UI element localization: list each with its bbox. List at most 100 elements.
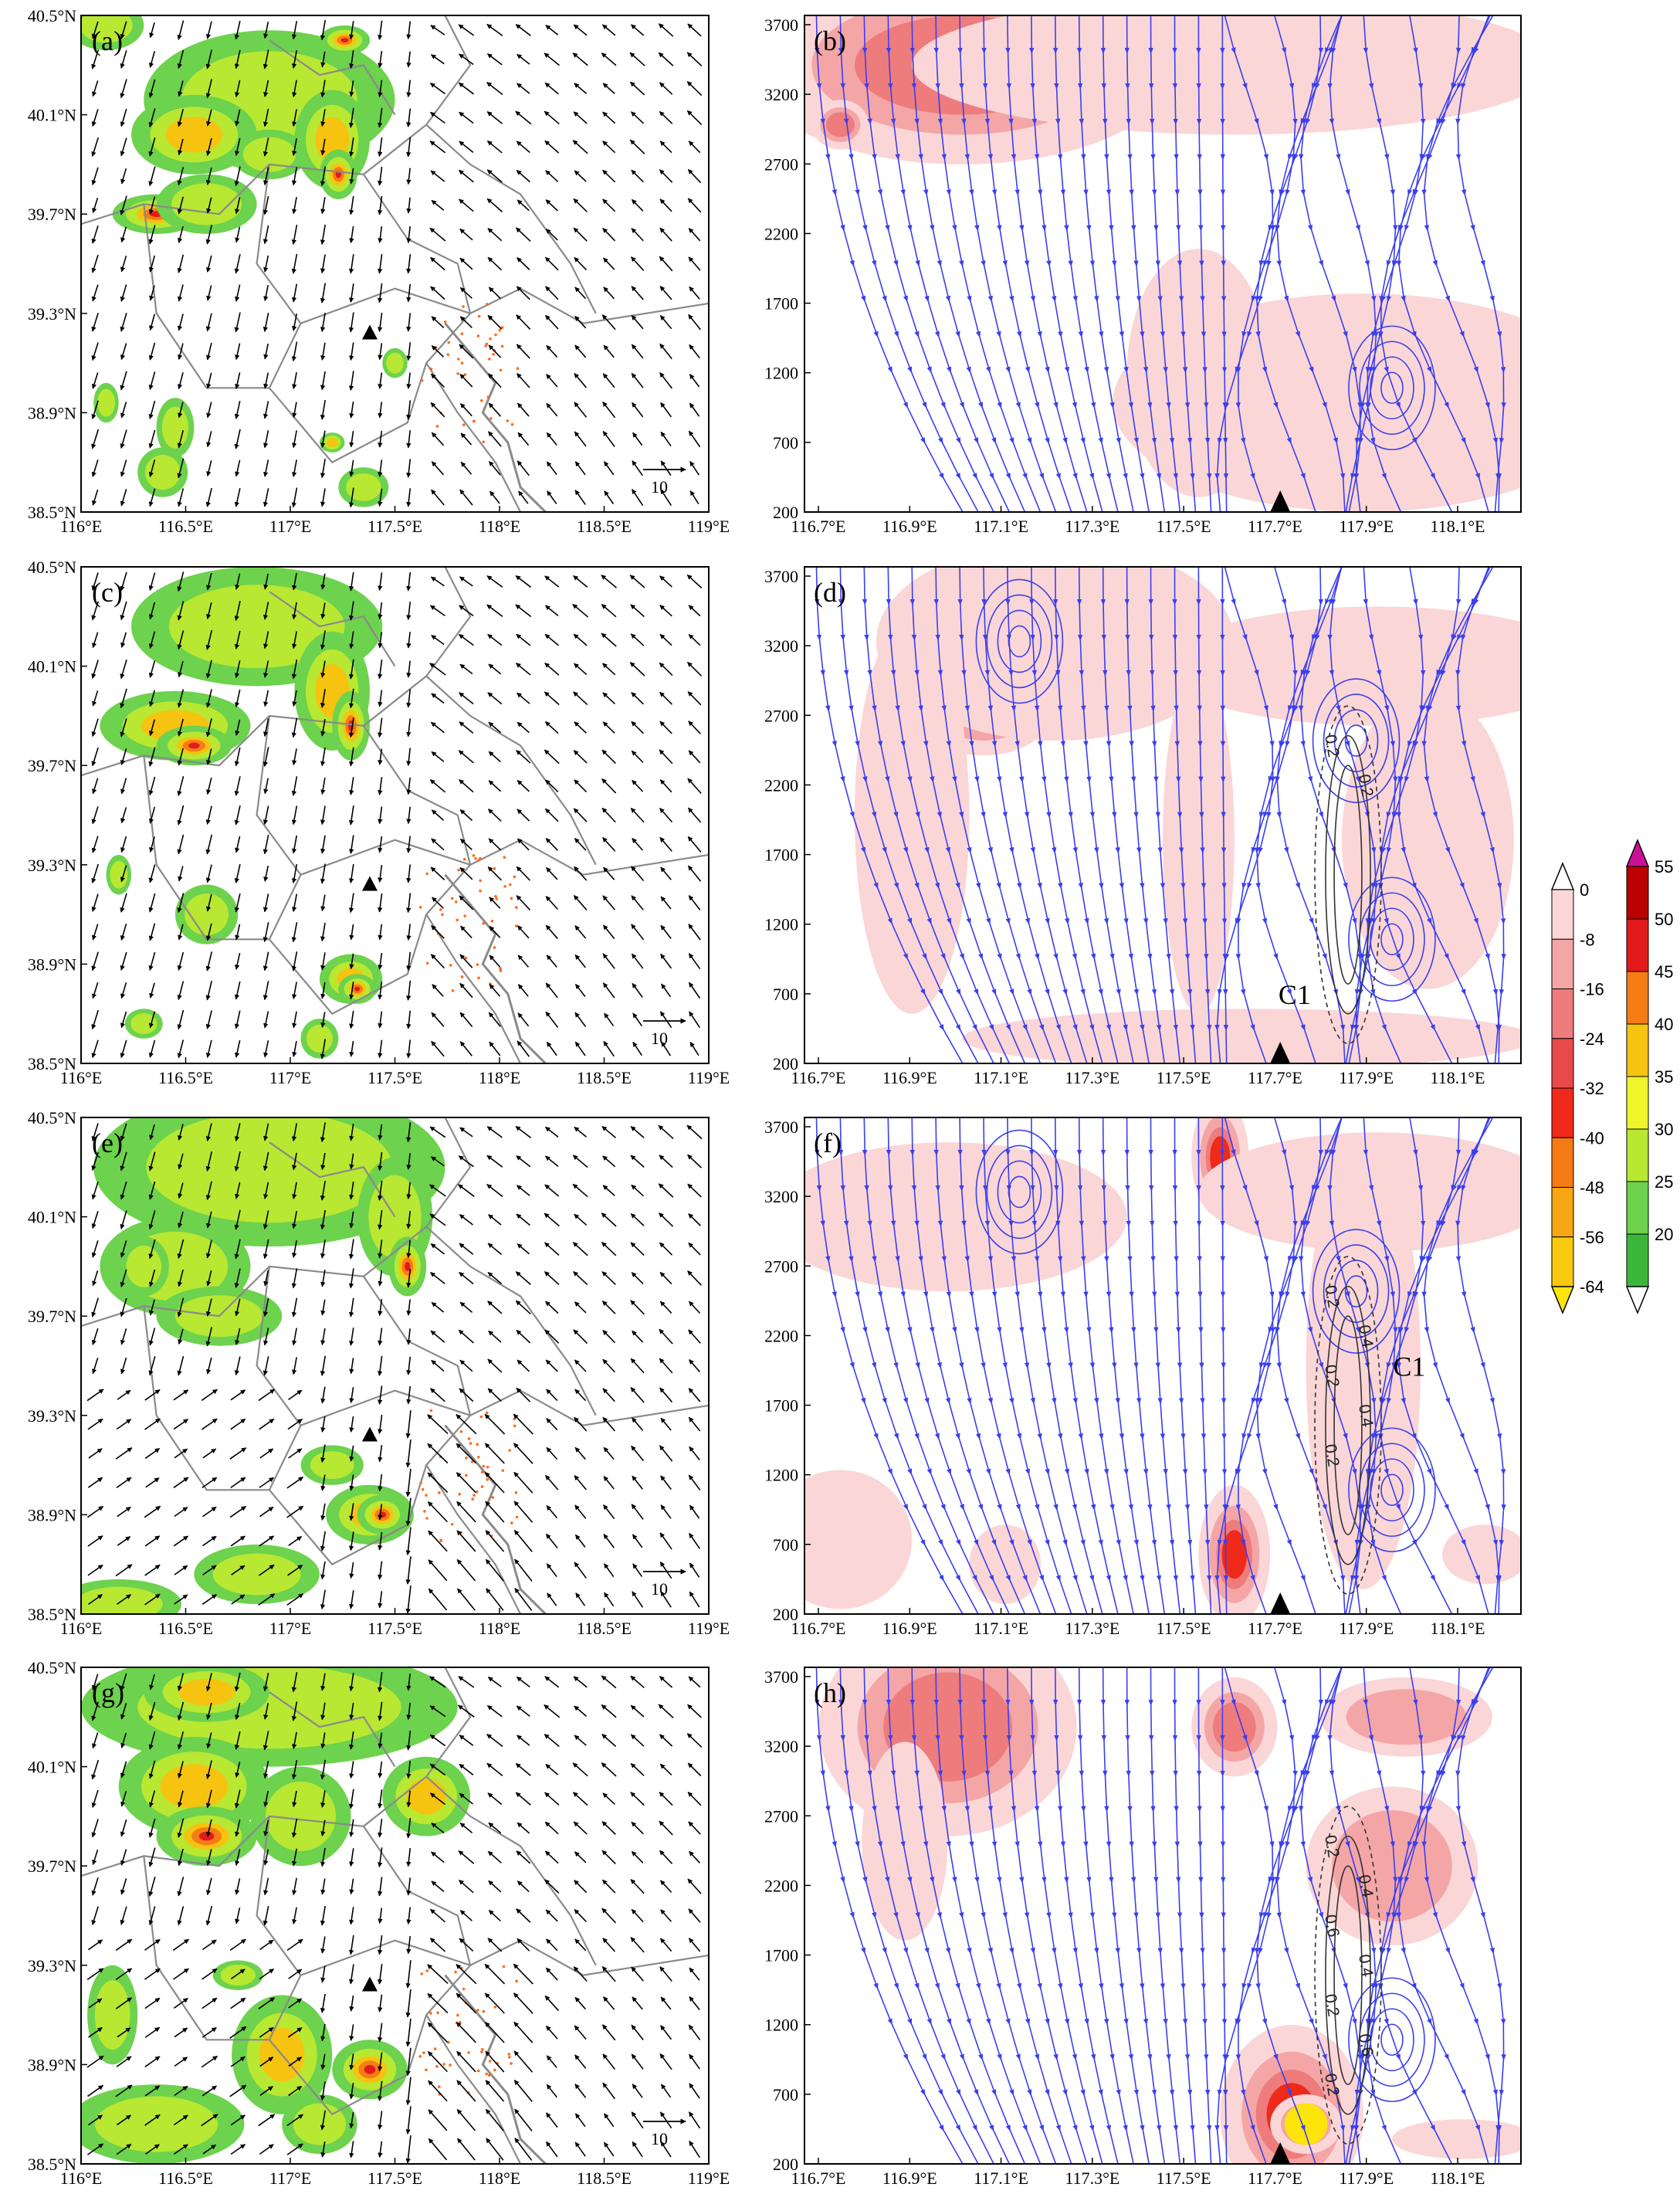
panel-label: (d) [814, 577, 846, 608]
station-marker-icon [361, 876, 378, 891]
boundary-line [269, 591, 396, 667]
y-tick-label: 39.3°N [28, 856, 76, 875]
x-tick-label: 119°E [688, 1619, 730, 1638]
x-tick-label: 117.5°E [368, 1619, 422, 1638]
boundary-line [81, 1667, 472, 1877]
x-tick-label: 117.3°E [1065, 2169, 1119, 2188]
colorbar-label: -24 [1580, 1029, 1604, 1049]
y-tick-label: 40.5°N [28, 6, 76, 25]
contour-label: 0.4 [1355, 1324, 1377, 1349]
map-panel: 10 (g) 40.5°N 40.1°N 39.7°N 39.3°N 38.9°N 38.5°… [28, 1658, 730, 2188]
velocity-shading [854, 616, 970, 1014]
y-tick-label: 1700 [764, 1396, 798, 1416]
x-tick-label: 117.1°E [974, 2169, 1028, 2188]
colorbars: 0 -8 -16 -24 -32 -40 -48 -56 -64 55 50 45 40 35 30 25 20 [1550, 839, 1673, 1314]
cross-section-panel: 0.2 0.4 0.6 0.4 0.2 0.6 0.2 (h) 3700 3200 2700 2200… [764, 1667, 1522, 2188]
colorbar-label: -40 [1580, 1128, 1604, 1148]
x-tick-label: 117°E [269, 2169, 311, 2188]
boundary-line [81, 15, 472, 226]
contour-label: 0.4 [1355, 1403, 1377, 1429]
y-tick-label: 39.3°N [28, 1406, 76, 1426]
y-tick-label: 3200 [764, 85, 798, 104]
contour-label: 0.2 [1321, 1284, 1343, 1309]
boundary-line [256, 715, 471, 1016]
panel-label: (g) [92, 1677, 124, 1708]
colorbar-label: -56 [1580, 1228, 1604, 1247]
velocity-shading [862, 1741, 948, 1941]
wind-vectors [91, 571, 703, 1060]
y-tick-label: 39.3°N [28, 1956, 76, 1975]
boundary-line [269, 39, 396, 116]
y-tick-label: 40.5°N [28, 558, 76, 577]
y-tick-label: 39.3°N [28, 304, 76, 324]
y-tick-label: 2200 [764, 1326, 798, 1345]
contour-label: 0.2 [1321, 1992, 1343, 2018]
x-tick-label: 117.3°E [1065, 517, 1119, 536]
x-tick-label: 117.5°E [368, 1068, 422, 1087]
wind-vectors [86, 1672, 703, 2164]
section-frame [804, 15, 1522, 513]
y-tick-label: 39.7°N [28, 756, 76, 775]
contour-label: 0.6 [1355, 2033, 1377, 2058]
x-tick-label: 117.5°E [1157, 2169, 1211, 2188]
boundary-line [425, 2014, 522, 2164]
y-tick-label: 200 [773, 1605, 798, 1624]
cyclone-label: C1 [1279, 979, 1311, 1010]
x-tick-label: 116°E [60, 1068, 102, 1087]
colorbar-label: -64 [1580, 1277, 1604, 1297]
boundary-line [425, 124, 597, 314]
y-tick-label: 40.5°N [28, 1108, 76, 1128]
x-tick-label: 116.7°E [791, 1068, 846, 1087]
colorbar-label: 0 [1580, 880, 1589, 900]
panel-label: (h) [814, 1677, 846, 1708]
x-tick-label: 117.5°E [1157, 1619, 1211, 1638]
y-tick-label: 2700 [764, 1256, 798, 1276]
boundary-line [425, 675, 597, 866]
boundary-line [269, 1141, 396, 1218]
x-tick-label: 117.1°E [974, 517, 1028, 536]
boundary-line [81, 1117, 472, 1328]
wind-vectors [86, 1122, 703, 1614]
y-tick-label: 40.1°N [28, 1208, 76, 1227]
y-tick-label: 700 [773, 1535, 798, 1555]
y-tick-label: 700 [773, 433, 798, 453]
x-tick-label: 118.5°E [577, 2169, 632, 2188]
map-panel: 10 (c) 40.5°N 40.1°N 39.7°N 39.3°N 38.9°N 38.5°… [28, 558, 730, 1087]
contour-label: 0.4 [1355, 1953, 1377, 1979]
y-tick-label: 1200 [764, 915, 798, 934]
cyclone-label: C1 [1393, 1351, 1425, 1382]
y-tick-label: 3700 [764, 567, 798, 586]
panel-label: (a) [92, 25, 123, 56]
colorbar-label: 35 [1655, 1067, 1673, 1087]
x-tick-label: 117.7°E [1248, 517, 1302, 536]
streamlines [815, 567, 1506, 1063]
section-frame [804, 566, 1522, 1064]
boundary-line [425, 914, 522, 1063]
colorbar-label: -32 [1580, 1079, 1604, 1098]
x-tick-label: 116.5°E [158, 1619, 213, 1638]
x-tick-label: 116.7°E [791, 517, 846, 536]
y-tick-label: 40.1°N [28, 106, 76, 125]
vertical-velocity-contours: 0.2 0.4 0.2 0.4 0.2 [1314, 1256, 1382, 1596]
y-tick-label: 38.5°N [28, 1054, 76, 1073]
y-tick-label: 38.9°N [28, 403, 76, 422]
boundary-line [425, 362, 522, 512]
colorbar-label: -16 [1580, 980, 1604, 999]
x-tick-label: 116.9°E [882, 2169, 937, 2188]
boundary-line [81, 567, 472, 777]
contour-label: 0.2 [1321, 1363, 1343, 1389]
streamlines [815, 15, 1506, 512]
x-tick-label: 118°E [479, 1068, 520, 1087]
contour-label: 0.2 [1321, 733, 1343, 758]
velocity-shading [969, 1524, 1042, 1605]
velocity-colorbar: 0 -8 -16 -24 -32 -40 -48 -56 -64 [1550, 862, 1604, 1314]
x-tick-label: 117.3°E [1065, 1068, 1119, 1087]
colorbar-label: -48 [1580, 1178, 1604, 1198]
boundary-line [256, 164, 471, 464]
y-tick-label: 3200 [764, 1187, 798, 1206]
x-tick-label: 119°E [688, 1068, 730, 1087]
x-tick-label: 118.5°E [577, 517, 632, 536]
y-tick-label: 40.1°N [28, 657, 76, 677]
y-tick-label: 1700 [764, 846, 798, 865]
coastline [444, 873, 547, 1063]
